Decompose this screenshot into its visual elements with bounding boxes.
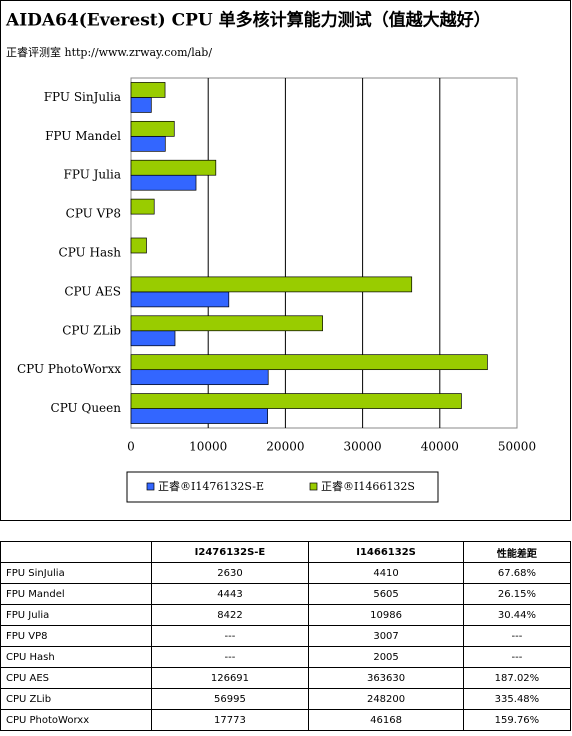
header-row: I2476132S-E I1466132S 性能差距 (0, 541, 572, 563)
table-cell: 30.44% (462, 604, 572, 626)
table-cell: 4410 (308, 562, 464, 584)
y-tick-label: CPU PhotoWorxx (17, 362, 121, 376)
table-cell: 2005 (308, 646, 464, 668)
table-cell: CPU PhotoWorxx (0, 709, 152, 731)
bar (130, 291, 230, 308)
x-tick-label: 0 (127, 440, 135, 454)
table-cell: 2630 (150, 562, 310, 584)
table-cell: 67.68% (462, 562, 572, 584)
y-tick-label: CPU VP8 (66, 207, 121, 221)
table-row: CPU AES 126691 363630 187.02% (0, 667, 572, 689)
bar (130, 354, 488, 371)
y-tick-label: FPU SinJulia (44, 90, 121, 104)
x-tick-label: 40000 (421, 440, 459, 454)
y-tick-label: CPU ZLib (62, 323, 121, 337)
table-row: FPU SinJulia 2630 4410 67.68% (0, 562, 572, 584)
legend-box (126, 471, 439, 503)
bar (130, 315, 323, 332)
y-tick-label: CPU AES (64, 284, 121, 298)
header-cell: I1466132S (308, 541, 464, 563)
x-tick-label: 30000 (344, 440, 382, 454)
table-cell: CPU Hash (0, 646, 152, 668)
table-cell: 46168 (308, 709, 464, 731)
y-tick-label: FPU Julia (64, 168, 122, 182)
table-cell: --- (150, 646, 310, 668)
table-cell: --- (462, 646, 572, 668)
table-cell: CPU ZLib (0, 688, 152, 710)
bar (130, 174, 197, 191)
bar (130, 82, 166, 98)
table-cell: 3007 (308, 625, 464, 647)
table-cell: 248200 (308, 688, 464, 710)
table-row: FPU Julia 8422 10986 30.44% (0, 604, 572, 626)
table-row: CPU PhotoWorxx 17773 46168 159.76% (0, 709, 572, 731)
table-cell: FPU Mandel (0, 583, 152, 605)
table-row: CPU ZLib 56995 248200 335.48% (0, 688, 572, 710)
table-cell: --- (462, 625, 572, 647)
y-tick-label: CPU Queen (51, 401, 122, 415)
table-cell: 159.76% (462, 709, 572, 731)
chart-title: AIDA64(Everest) CPU 单多核计算能力测试（值越大越好） (5, 10, 491, 31)
x-tick-label: 50000 (498, 440, 536, 454)
table-cell: FPU Julia (0, 604, 152, 626)
table-cell: 187.02% (462, 667, 572, 689)
table-row: CPU Hash --- 2005 --- (0, 646, 572, 668)
bar (130, 276, 413, 293)
bar (130, 330, 176, 347)
legend-swatch (146, 482, 155, 491)
table-cell: 4443 (150, 583, 310, 605)
table-cell: 335.48% (462, 688, 572, 710)
table-cell: FPU VP8 (0, 625, 152, 647)
table-row: FPU VP8 --- 3007 --- (0, 625, 572, 647)
table-cell: 10986 (308, 604, 464, 626)
table-cell: 5605 (308, 583, 464, 605)
table-cell: --- (150, 625, 310, 647)
chart-subtitle: 正睿评测室 http://www.zrway.com/lab/ (6, 45, 212, 59)
x-tick-label: 20000 (266, 440, 304, 454)
legend-label: 正睿®I1466132S (321, 479, 415, 493)
bar (130, 198, 155, 215)
table-cell: FPU SinJulia (0, 562, 152, 584)
bar (130, 159, 217, 176)
bar (130, 393, 462, 409)
x-tick-label: 10000 (189, 440, 227, 454)
bar (130, 408, 268, 424)
y-tick-label: CPU Hash (59, 246, 122, 260)
y-tick-label: FPU Mandel (45, 129, 121, 143)
bar (130, 135, 166, 152)
legend-swatch (309, 482, 318, 491)
table-cell: 363630 (308, 667, 464, 689)
header-cell (0, 541, 152, 563)
data-table: I2476132S-E I1466132S 性能差距 FPU SinJulia 2630… (0, 541, 572, 731)
bar (130, 120, 175, 137)
table-cell: 26.15% (462, 583, 572, 605)
header-cell: I2476132S-E (150, 541, 310, 563)
bar (130, 237, 147, 254)
table-cell: 56995 (150, 688, 310, 710)
bar (130, 369, 269, 386)
table-cell: 17773 (150, 709, 310, 731)
chart: AIDA64(Everest) CPU 单多核计算能力测试（值越大越好） 正睿评… (0, 0, 571, 521)
table-row: FPU Mandel 4443 5605 26.15% (0, 583, 572, 605)
table-cell: 126691 (150, 667, 310, 689)
header-cell: 性能差距 (462, 541, 572, 563)
bar (130, 97, 152, 113)
table-cell: 8422 (150, 604, 310, 626)
table-cell: CPU AES (0, 667, 152, 689)
legend-label: 正睿®I1476132S-E (158, 479, 264, 493)
